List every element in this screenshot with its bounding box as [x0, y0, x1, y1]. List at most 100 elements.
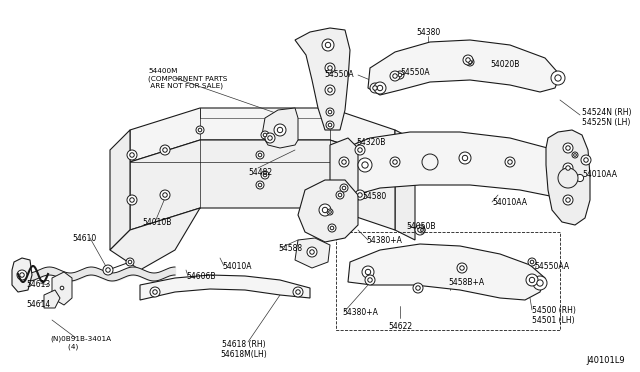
- Circle shape: [573, 154, 577, 156]
- Text: 54550A: 54550A: [324, 70, 354, 79]
- Circle shape: [128, 260, 132, 264]
- Circle shape: [572, 170, 588, 186]
- Polygon shape: [140, 275, 310, 300]
- Circle shape: [258, 183, 262, 187]
- Text: 5458B+A: 5458B+A: [448, 278, 484, 287]
- Circle shape: [537, 280, 543, 286]
- Circle shape: [413, 283, 423, 293]
- Circle shape: [326, 108, 334, 116]
- Circle shape: [566, 146, 570, 150]
- Circle shape: [274, 124, 286, 136]
- Text: 54524N (RH)
54525N (LH): 54524N (RH) 54525N (LH): [582, 108, 632, 127]
- Circle shape: [466, 58, 474, 66]
- Circle shape: [422, 154, 438, 170]
- Circle shape: [355, 190, 365, 200]
- Polygon shape: [130, 108, 395, 162]
- Circle shape: [163, 148, 167, 152]
- Circle shape: [106, 268, 110, 272]
- Circle shape: [505, 157, 515, 167]
- Circle shape: [326, 121, 334, 129]
- Polygon shape: [110, 208, 200, 270]
- Polygon shape: [262, 108, 298, 148]
- Text: 54482: 54482: [248, 168, 272, 177]
- Circle shape: [340, 184, 348, 192]
- Circle shape: [365, 275, 375, 285]
- Circle shape: [584, 158, 588, 162]
- Circle shape: [459, 152, 471, 164]
- Circle shape: [577, 174, 584, 182]
- Circle shape: [581, 155, 591, 165]
- Polygon shape: [12, 258, 32, 292]
- Circle shape: [163, 193, 167, 197]
- Circle shape: [372, 86, 377, 90]
- Circle shape: [322, 39, 334, 51]
- Text: 54550AA: 54550AA: [534, 262, 569, 271]
- Circle shape: [258, 153, 262, 157]
- Circle shape: [58, 284, 66, 292]
- Circle shape: [551, 71, 565, 85]
- Circle shape: [528, 258, 536, 266]
- Text: 54380+A: 54380+A: [366, 236, 402, 245]
- Text: 54613: 54613: [26, 280, 51, 289]
- Circle shape: [261, 171, 269, 179]
- Circle shape: [358, 148, 362, 152]
- Circle shape: [265, 133, 275, 143]
- Polygon shape: [298, 180, 358, 242]
- Circle shape: [263, 133, 267, 137]
- Circle shape: [416, 286, 420, 290]
- Circle shape: [60, 286, 64, 290]
- Text: 54588: 54588: [278, 244, 302, 253]
- Circle shape: [374, 82, 386, 94]
- Text: 54380: 54380: [416, 28, 440, 37]
- Text: 54610: 54610: [72, 234, 96, 243]
- Circle shape: [150, 287, 160, 297]
- Circle shape: [126, 258, 134, 266]
- Polygon shape: [348, 244, 545, 300]
- Polygon shape: [295, 238, 330, 268]
- Circle shape: [555, 75, 561, 81]
- Circle shape: [160, 145, 170, 155]
- Text: 54606B: 54606B: [186, 272, 216, 281]
- Polygon shape: [546, 130, 590, 225]
- Circle shape: [328, 110, 332, 114]
- Circle shape: [342, 160, 346, 164]
- Polygon shape: [130, 140, 395, 230]
- Circle shape: [20, 273, 24, 277]
- Circle shape: [339, 157, 349, 167]
- Text: 54380+A: 54380+A: [342, 308, 378, 317]
- Circle shape: [319, 204, 331, 216]
- Circle shape: [263, 173, 267, 177]
- Text: 54400M
(COMPORNENT PARTS
 ARE NOT FOR SALE): 54400M (COMPORNENT PARTS ARE NOT FOR SAL…: [148, 68, 227, 89]
- Circle shape: [418, 228, 422, 232]
- Circle shape: [160, 190, 170, 200]
- Circle shape: [358, 193, 362, 197]
- Polygon shape: [338, 132, 585, 198]
- Circle shape: [153, 290, 157, 294]
- Circle shape: [390, 157, 400, 167]
- Text: 54618 (RH)
54618M(LH): 54618 (RH) 54618M(LH): [221, 340, 268, 359]
- Circle shape: [325, 85, 335, 95]
- Circle shape: [463, 55, 473, 65]
- Circle shape: [127, 150, 137, 160]
- Text: (N)0B91B-3401A
        (4): (N)0B91B-3401A (4): [50, 336, 111, 350]
- Polygon shape: [368, 40, 560, 95]
- Circle shape: [338, 193, 342, 197]
- Circle shape: [328, 88, 332, 92]
- Circle shape: [563, 195, 573, 205]
- Circle shape: [368, 278, 372, 282]
- Circle shape: [365, 269, 371, 275]
- Circle shape: [328, 66, 332, 70]
- Text: 54320B: 54320B: [356, 138, 385, 147]
- Circle shape: [325, 42, 331, 48]
- Text: 54020B: 54020B: [490, 60, 520, 69]
- Text: 54010A: 54010A: [222, 262, 252, 271]
- Polygon shape: [110, 130, 130, 250]
- Circle shape: [566, 198, 570, 202]
- Circle shape: [362, 266, 374, 278]
- Circle shape: [393, 74, 397, 78]
- Text: 54050B: 54050B: [406, 222, 435, 231]
- Text: 54010AA: 54010AA: [582, 170, 617, 179]
- Polygon shape: [395, 130, 415, 240]
- Circle shape: [327, 209, 333, 215]
- Circle shape: [533, 276, 547, 290]
